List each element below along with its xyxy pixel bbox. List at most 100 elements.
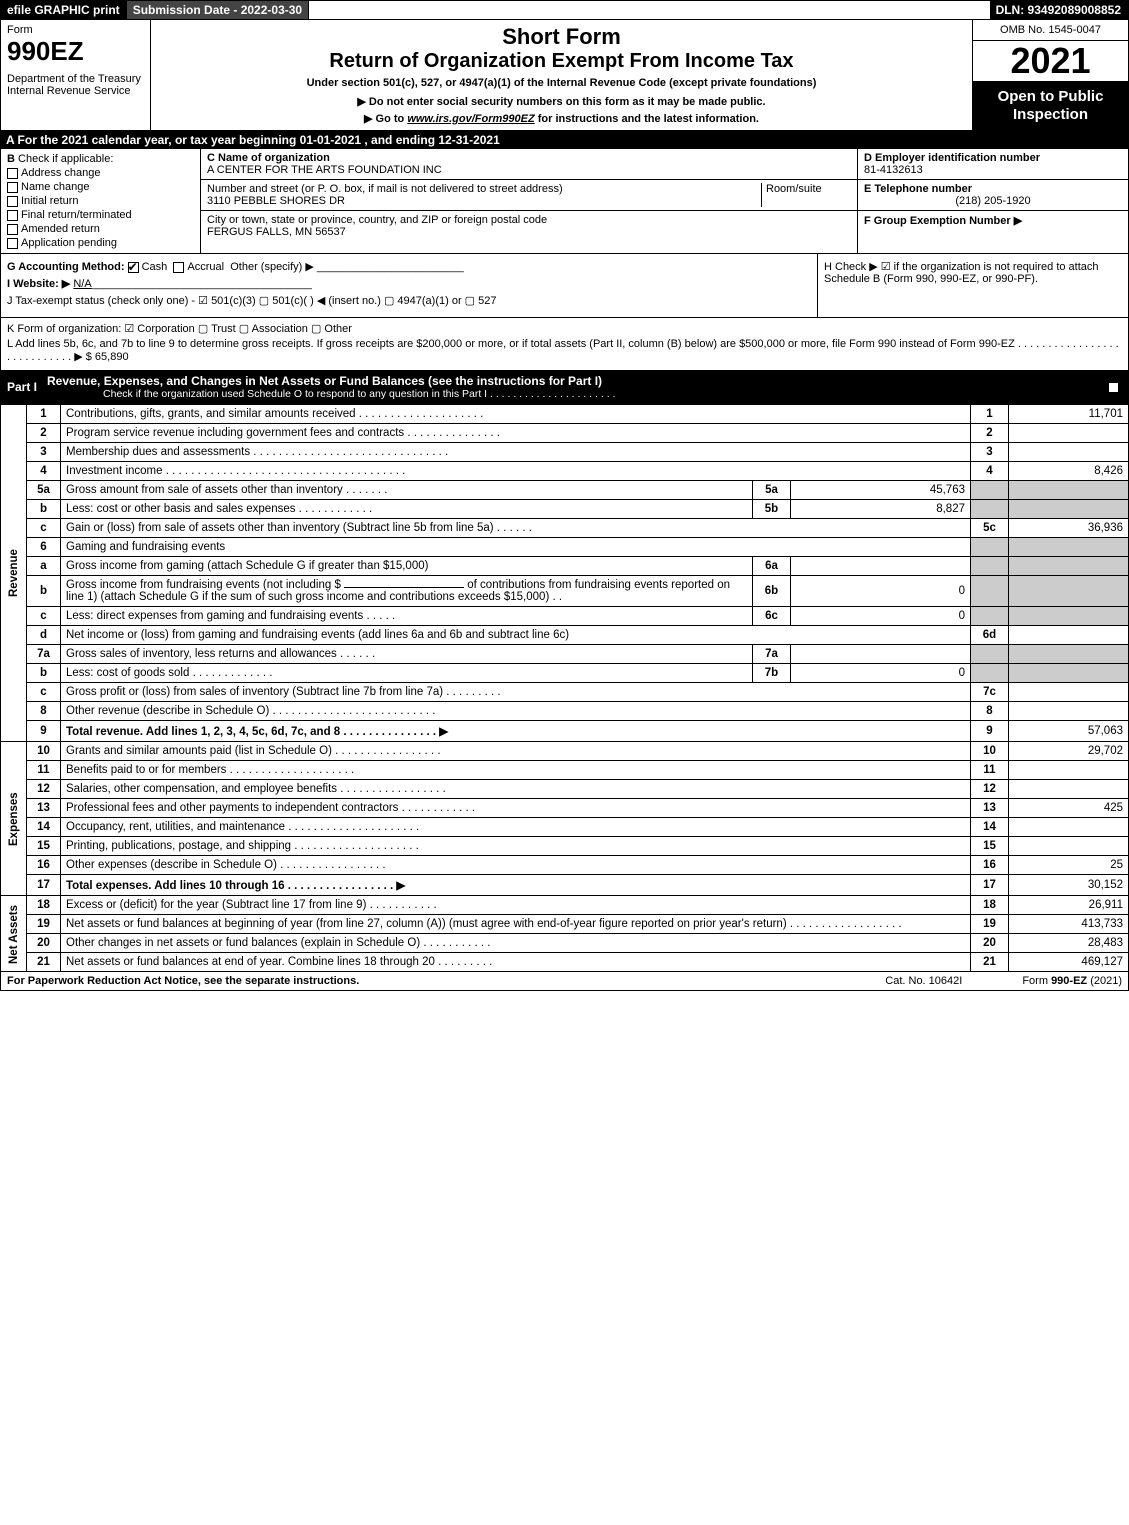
form-title: Return of Organization Exempt From Incom… <box>157 50 966 73</box>
phone-hdr: E Telephone number <box>864 183 972 195</box>
line-5a-subamt: 45,763 <box>791 481 971 500</box>
line-4-amt: 8,426 <box>1009 462 1129 481</box>
line-7a-amt <box>1009 645 1129 664</box>
line-17-amt: 30,152 <box>1009 875 1129 896</box>
line-19-col: 19 <box>971 915 1009 934</box>
chk-accrual[interactable] <box>173 262 184 273</box>
line-6c-num: c <box>27 607 61 626</box>
line-6d-desc: Net income or (loss) from gaming and fun… <box>61 626 971 645</box>
row-a-tax-year: A For the 2021 calendar year, or tax yea… <box>0 131 1129 149</box>
link-prefix: ▶ Go to <box>364 113 407 125</box>
chk-application-pending[interactable]: Application pending <box>7 237 194 249</box>
page-footer: For Paperwork Reduction Act Notice, see … <box>0 972 1129 991</box>
chk-name-change[interactable]: Name change <box>7 181 194 193</box>
line-3-desc: Membership dues and assessments . . . . … <box>61 443 971 462</box>
efile-label[interactable]: efile GRAPHIC print <box>1 1 127 19</box>
street-cell: Number and street (or P. O. box, if mail… <box>201 180 857 211</box>
line-6a-num: a <box>27 557 61 576</box>
chk-final-return[interactable]: Final return/terminated <box>7 209 194 221</box>
line-6b-desc: Gross income from fundraising events (no… <box>61 576 753 607</box>
line-5c-num: c <box>27 519 61 538</box>
line-5b-desc: Less: cost or other basis and sales expe… <box>61 500 753 519</box>
line-16-amt: 25 <box>1009 856 1129 875</box>
org-name: A CENTER FOR THE ARTS FOUNDATION INC <box>207 164 442 176</box>
part1-sub: Check if the organization used Schedule … <box>103 388 1108 400</box>
k-form-of-org: K Form of organization: ☑ Corporation ▢ … <box>7 322 1122 335</box>
room-hdr: Room/suite <box>766 183 822 195</box>
line-6b-num: b <box>27 576 61 607</box>
section-h: H Check ▶ ☑ if the organization is not r… <box>818 254 1128 317</box>
line-19-desc: Net assets or fund balances at beginning… <box>61 915 971 934</box>
link-url[interactable]: www.irs.gov/Form990EZ <box>407 113 534 125</box>
line-19-num: 19 <box>27 915 61 934</box>
identification-block: B Check if applicable: Address change Na… <box>0 149 1129 254</box>
line-11-desc: Benefits paid to or for members . . . . … <box>61 761 971 780</box>
section-b: B Check if applicable: Address change Na… <box>1 149 201 253</box>
line-7c-amt <box>1009 683 1129 702</box>
tax-year: 2021 <box>973 41 1128 82</box>
city-hdr: City or town, state or province, country… <box>207 214 547 226</box>
line-5b-amt <box>1009 500 1129 519</box>
line-10-desc: Grants and similar amounts paid (list in… <box>61 742 971 761</box>
line-15-col: 15 <box>971 837 1009 856</box>
chk-initial-return[interactable]: Initial return <box>7 195 194 207</box>
org-name-hdr: C Name of organization <box>207 152 330 164</box>
city-cell: City or town, state or province, country… <box>201 211 857 241</box>
line-3-col: 3 <box>971 443 1009 462</box>
form-header: Form 990EZ Department of the Treasury In… <box>0 20 1129 131</box>
phone-cell: E Telephone number (218) 205-1920 <box>858 180 1128 211</box>
line-9-num: 9 <box>27 721 61 742</box>
line-7a-subamt <box>791 645 971 664</box>
line-20-amt: 28,483 <box>1009 934 1129 953</box>
instructions-link[interactable]: ▶ Go to www.irs.gov/Form990EZ for instru… <box>157 112 966 125</box>
section-def: D Employer identification number 81-4132… <box>858 149 1128 253</box>
group-exemption-cell: F Group Exemption Number ▶ <box>858 211 1128 230</box>
line-2-num: 2 <box>27 424 61 443</box>
line-21-col: 21 <box>971 953 1009 972</box>
line-5b-sub: 5b <box>753 500 791 519</box>
line-5a-col <box>971 481 1009 500</box>
line-4-col: 4 <box>971 462 1009 481</box>
line-7a-sub: 7a <box>753 645 791 664</box>
street: 3110 PEBBLE SHORES DR <box>207 195 345 207</box>
form-label: Form <box>7 24 144 36</box>
line-6c-sub: 6c <box>753 607 791 626</box>
line-19-amt: 413,733 <box>1009 915 1129 934</box>
line-6-desc: Gaming and fundraising events <box>61 538 971 557</box>
line-17-col: 17 <box>971 875 1009 896</box>
line-7c-desc: Gross profit or (loss) from sales of inv… <box>61 683 971 702</box>
line-18-desc: Excess or (deficit) for the year (Subtra… <box>61 896 971 915</box>
line-17-desc: Total expenses. Add lines 10 through 16 … <box>61 875 971 896</box>
line-7a-desc: Gross sales of inventory, less returns a… <box>61 645 753 664</box>
line-6a-amt <box>1009 557 1129 576</box>
chk-cash[interactable] <box>128 262 139 273</box>
omb-number: OMB No. 1545-0047 <box>973 20 1128 41</box>
form-number: 990EZ <box>7 36 144 67</box>
line-7b-col <box>971 664 1009 683</box>
l-gross-receipts: L Add lines 5b, 6c, and 7b to line 9 to … <box>7 338 1122 363</box>
header-right: OMB No. 1545-0047 2021 Open to Public In… <box>973 20 1128 130</box>
line-14-desc: Occupancy, rent, utilities, and maintena… <box>61 818 971 837</box>
line-5a-amt <box>1009 481 1129 500</box>
dln: DLN: 93492089008852 <box>990 1 1128 19</box>
part1-title: Revenue, Expenses, and Changes in Net As… <box>47 374 1108 400</box>
line-7a-col <box>971 645 1009 664</box>
line-7b-num: b <box>27 664 61 683</box>
paperwork-notice: For Paperwork Reduction Act Notice, see … <box>7 975 885 987</box>
chk-address-change[interactable]: Address change <box>7 167 194 179</box>
line-4-desc: Investment income . . . . . . . . . . . … <box>61 462 971 481</box>
chk-amended-return[interactable]: Amended return <box>7 223 194 235</box>
i-website: I Website: ▶ N/A________________________… <box>7 277 811 290</box>
line-7c-num: c <box>27 683 61 702</box>
gh-block: G Accounting Method: Cash Accrual Other … <box>0 254 1129 318</box>
line-4-num: 4 <box>27 462 61 481</box>
kl-block: K Form of organization: ☑ Corporation ▢ … <box>0 318 1129 370</box>
side-revenue: Revenue <box>1 405 27 742</box>
part1-schedule-o-check[interactable] <box>1108 382 1119 393</box>
line-9-desc: Total revenue. Add lines 1, 2, 3, 4, 5c,… <box>61 721 971 742</box>
city: FERGUS FALLS, MN 56537 <box>207 226 346 238</box>
line-6-num: 6 <box>27 538 61 557</box>
submission-date: Submission Date - 2022-03-30 <box>127 1 309 19</box>
line-13-desc: Professional fees and other payments to … <box>61 799 971 818</box>
line-18-num: 18 <box>27 896 61 915</box>
